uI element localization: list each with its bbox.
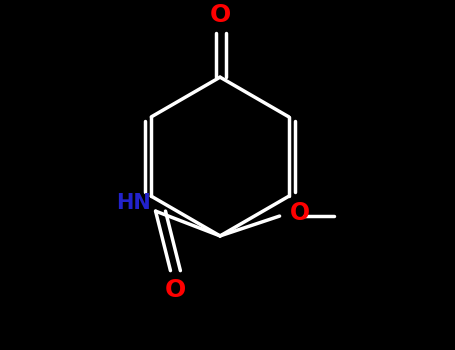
- Text: O: O: [165, 279, 186, 302]
- Text: HN: HN: [116, 193, 151, 213]
- Text: O: O: [289, 201, 310, 225]
- Text: O: O: [209, 3, 231, 27]
